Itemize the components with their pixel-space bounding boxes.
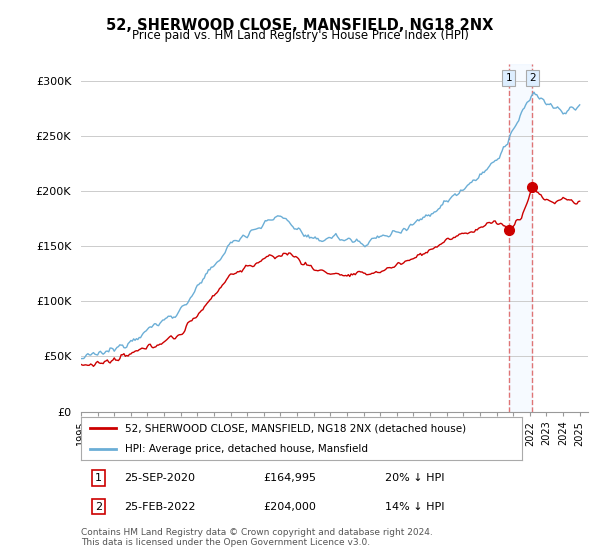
Text: £204,000: £204,000 <box>263 502 316 511</box>
Bar <box>509 64 532 412</box>
Text: 25-SEP-2020: 25-SEP-2020 <box>124 473 195 483</box>
Text: 1: 1 <box>95 473 102 483</box>
Text: 14% ↓ HPI: 14% ↓ HPI <box>385 502 445 511</box>
Text: 52, SHERWOOD CLOSE, MANSFIELD, NG18 2NX: 52, SHERWOOD CLOSE, MANSFIELD, NG18 2NX <box>106 18 494 33</box>
Text: 1: 1 <box>505 73 512 83</box>
Text: Price paid vs. HM Land Registry's House Price Index (HPI): Price paid vs. HM Land Registry's House … <box>131 29 469 42</box>
Text: HPI: Average price, detached house, Mansfield: HPI: Average price, detached house, Mans… <box>125 444 368 454</box>
Text: £164,995: £164,995 <box>263 473 317 483</box>
Text: 25-FEB-2022: 25-FEB-2022 <box>124 502 196 511</box>
Text: 2: 2 <box>95 502 103 511</box>
Text: 52, SHERWOOD CLOSE, MANSFIELD, NG18 2NX (detached house): 52, SHERWOOD CLOSE, MANSFIELD, NG18 2NX … <box>125 423 466 433</box>
Text: Contains HM Land Registry data © Crown copyright and database right 2024.
This d: Contains HM Land Registry data © Crown c… <box>81 528 433 547</box>
Text: 20% ↓ HPI: 20% ↓ HPI <box>385 473 445 483</box>
Text: 2: 2 <box>529 73 536 83</box>
